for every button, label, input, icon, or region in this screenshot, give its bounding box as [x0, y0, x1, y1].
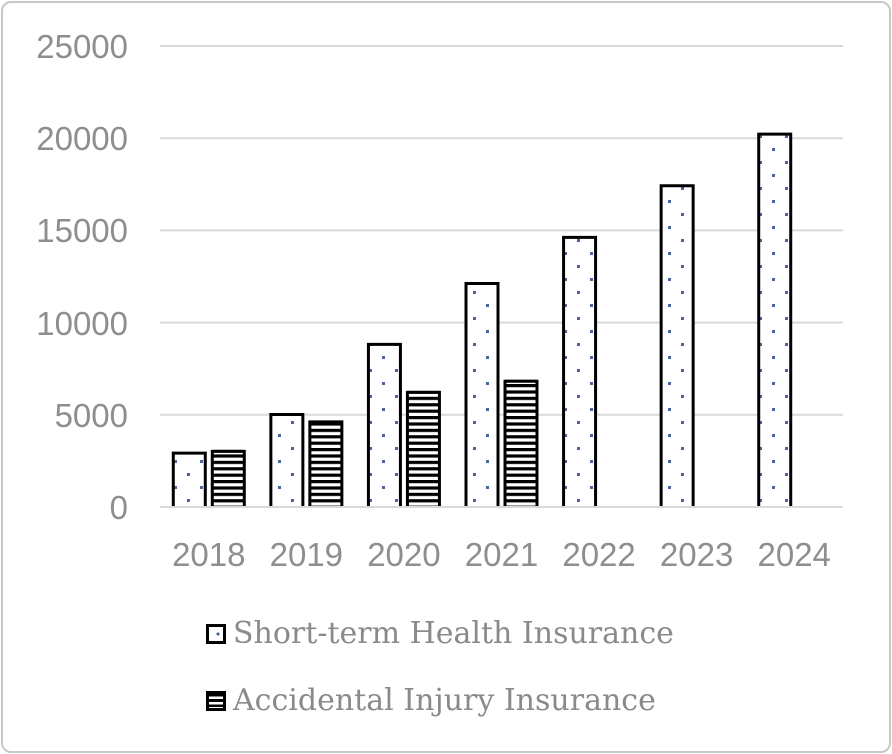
x-axis-tick-label: 2023: [659, 536, 734, 573]
bar-dots-2018: [173, 451, 206, 507]
bar-border: [503, 379, 539, 507]
legend-swatch-dots-icon: [206, 624, 226, 644]
bar-dots-2020: [368, 342, 401, 507]
y-axis-tick-label: 5000: [54, 396, 128, 434]
bar-dots-2022: [563, 235, 596, 507]
bar-border: [308, 420, 344, 507]
bar-dots-2023: [661, 184, 694, 508]
y-axis-tick-label: 10000: [36, 304, 128, 342]
bar-border: [269, 412, 305, 507]
gridlines: [160, 45, 843, 416]
legend-item-accidental-injury-insurance: Accidental Injury Insurance: [206, 684, 656, 718]
bar-stripes-2019: [309, 420, 342, 507]
legend-label-accidental: Accidental Injury Insurance: [233, 683, 656, 718]
bar-stripes-2021: [505, 379, 537, 507]
x-axis-tick-label: 2018: [172, 536, 246, 573]
legend-swatch-stripes-icon: [206, 691, 226, 711]
bar-border: [562, 235, 598, 507]
bar-border: [210, 449, 246, 507]
y-axis-tick-label: 25000: [36, 28, 128, 65]
x-axis-tick-label: 2019: [269, 536, 344, 573]
x-axis-tick-label: 2020: [367, 536, 441, 573]
bar-dots-2019: [270, 412, 303, 507]
y-axis-tick-label: 15000: [36, 212, 128, 250]
bar-border: [757, 132, 793, 507]
bar-border: [464, 282, 500, 507]
bar-border: [659, 184, 695, 507]
bar-stripes-2018: [212, 449, 245, 507]
x-axis-tick-label: 2024: [757, 536, 831, 573]
bar-dots-2021: [466, 282, 498, 507]
x-axis-tick-label: 2022: [562, 536, 636, 573]
y-axis-tick-label: 0: [109, 489, 128, 526]
legend-label-short-term: Short-term Health Insurance: [233, 616, 674, 651]
legend-item-short-term-health-insurance: Short-term Health Insurance: [206, 617, 674, 651]
bar-dots-2024: [758, 132, 791, 507]
bar-border: [366, 342, 402, 507]
x-axis-tick-label: 2021: [464, 536, 539, 573]
bar-border: [405, 390, 441, 507]
bar-stripes-2020: [407, 390, 440, 507]
y-axis-tick-label: 20000: [36, 120, 128, 158]
bar-border: [171, 451, 207, 507]
bars-group: [171, 132, 793, 508]
